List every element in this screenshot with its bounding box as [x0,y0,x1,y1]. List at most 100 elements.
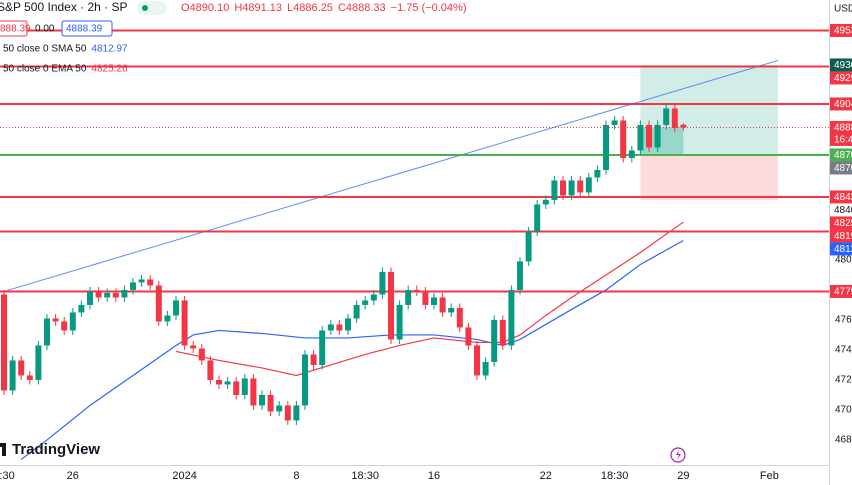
candle-body [190,345,197,349]
candle-body [327,324,334,331]
price-badge [830,97,852,111]
price-badge [830,23,852,37]
candle-body [267,394,274,412]
candle-body [646,124,652,148]
candle-body [250,378,257,406]
candle-body [456,307,463,328]
price-badge [830,148,852,162]
candle-body [164,315,171,322]
status-dot [142,5,148,11]
price-badge-label: 4779 [834,287,852,298]
candle-body [422,291,429,305]
time-axis [0,465,829,485]
candle-body [216,379,222,385]
price-badge-label: 4929 [834,73,852,84]
candle-body [198,348,205,361]
candle-body [413,289,420,292]
candle-body [9,360,16,391]
y-tick-label: 4760 [835,315,852,326]
candle-body [181,300,188,346]
price-badge-label: 4870 [834,150,852,161]
candle-body [293,405,300,421]
candle-body [104,292,111,298]
x-tick-label: 18:30 [601,470,629,482]
x-tick-label: 18:30 [351,470,379,482]
y-tick-label: 4720 [835,375,852,386]
candle-body [491,319,498,362]
candle-body [87,291,93,305]
candle-body [577,180,584,193]
candle-body [78,304,85,313]
price-badge-label: 4842 [834,192,852,203]
candle-body [1,294,7,391]
price-badge [830,161,852,175]
legend-label: 50 close 0 SMA 50 [3,44,87,55]
buy-button[interactable] [61,20,113,37]
price-badge [830,242,852,256]
ohlc-value: −1.75 (−0.04%) [391,2,467,14]
price-countdown: 16:4 [834,135,852,146]
candle-body [319,330,326,365]
buy-price: 4888.39 [66,24,103,35]
y-tick-label: 4700 [835,405,852,416]
candle-body [654,124,661,148]
price-badge [830,190,852,204]
ohlc-value: C4888.33 [338,2,386,14]
candle-body [345,318,351,331]
candle-body [482,361,489,376]
candle-body [474,345,480,376]
candle-body [671,108,678,128]
y-tick-label: 4740 [835,345,852,356]
status-pill [137,1,167,15]
candle-body [620,120,627,158]
candle-body [560,180,566,196]
candle-body [508,289,515,346]
currency-label: USD [834,4,852,15]
alert-icon[interactable] [670,447,686,463]
candle-body [448,307,455,313]
spread: 0.00 [35,24,55,35]
x-tick-label: 26 [67,470,79,482]
candle-body [379,271,386,295]
candle-body [207,360,214,380]
candle-body [224,381,231,385]
candle-body [310,354,317,365]
alert-bolt [676,450,681,460]
candle-body [302,354,308,406]
price-badge [830,71,852,85]
candle-body [585,177,592,193]
price-badge-label: 4888 [834,123,852,134]
candle-body [18,360,25,376]
price-badge-label: 4930 [834,60,852,71]
candle-body [431,297,437,305]
candle-body [439,297,446,313]
candle-body [35,345,42,380]
price-badge-label: 4825 [834,218,852,229]
moving-average-line [20,239,684,460]
x-tick-label: 8 [293,470,299,482]
sell-button[interactable] [0,20,28,37]
brand-icon [0,443,6,456]
ohlc-value: H4891.13 [234,2,282,14]
legend-value: 4812.97 [91,44,128,55]
candle-body [284,405,291,421]
candle-body [362,300,369,305]
price-badge-label: 4870 [834,163,852,174]
candle-body [233,381,240,395]
candle-body [336,324,343,331]
price-badge [830,58,852,72]
price-badge [830,229,852,243]
candle-body [95,291,102,298]
candle-body [405,289,412,305]
legend-label: 50 close 0 EMA 50 [3,64,87,75]
candle-body [259,394,265,406]
candle-body [69,312,76,331]
price-badge [830,203,852,217]
candle-body [26,375,33,380]
candle-body [499,319,506,346]
candle-body [525,231,532,262]
candle-body [112,292,119,298]
candle-body [61,321,68,331]
